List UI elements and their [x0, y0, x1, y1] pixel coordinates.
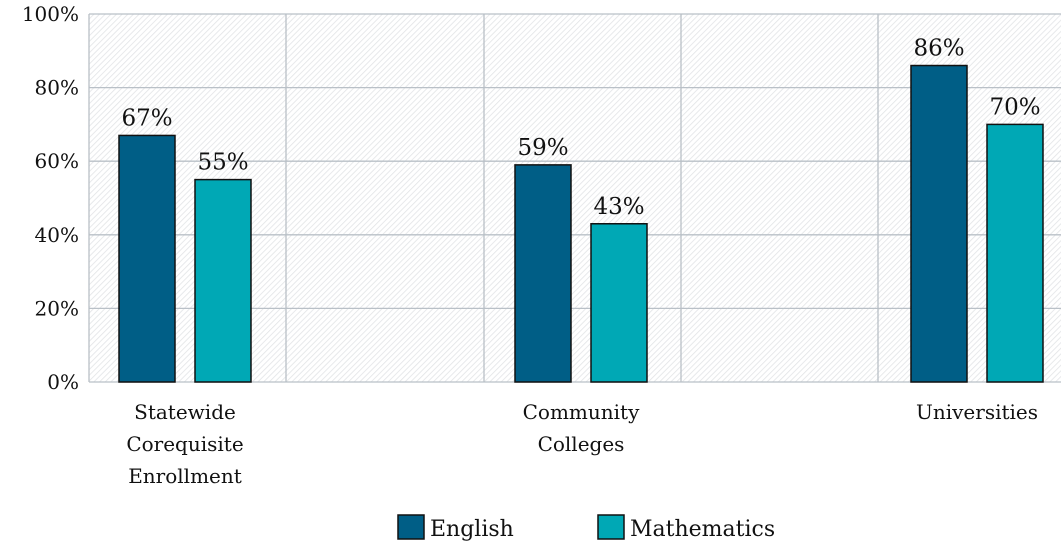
legend: English Mathematics — [397, 514, 775, 542]
category-labels: Statewide Corequisite Enrollment Community C… — [126, 400, 1038, 488]
legend-swatch-mathematics — [597, 514, 625, 540]
y-tick-label: 20% — [35, 296, 79, 320]
bar-english — [118, 134, 176, 383]
bar-english — [910, 64, 968, 383]
bar-english — [514, 164, 572, 383]
data-labels: 67% 55% 59% 43% 86% 70% — [121, 36, 1040, 220]
category-label: Colleges — [538, 432, 625, 456]
legend-label: Mathematics — [630, 517, 775, 542]
legend-label: English — [430, 517, 514, 542]
data-label: 67% — [121, 105, 172, 131]
y-tick-label: 0% — [47, 370, 79, 394]
category-label: Statewide — [134, 400, 236, 424]
bar-mathematics — [194, 178, 252, 383]
category-label: Corequisite — [126, 432, 243, 456]
y-axis-tick-labels: 0% 20% 40% 60% 80% 100% — [22, 2, 79, 394]
data-label: 86% — [913, 36, 964, 62]
y-tick-label: 60% — [35, 149, 79, 173]
data-label: 55% — [197, 150, 248, 176]
bar-mathematics — [590, 223, 648, 383]
y-tick-label: 80% — [35, 76, 79, 100]
y-tick-label: 100% — [22, 2, 79, 26]
category-label: Universities — [916, 400, 1038, 424]
bars — [118, 64, 1044, 383]
bar-mathematics — [986, 123, 1044, 383]
data-label: 59% — [517, 135, 568, 161]
data-label: 43% — [593, 194, 644, 220]
category-label: Enrollment — [128, 464, 242, 488]
data-label: 70% — [989, 94, 1040, 120]
y-tick-label: 40% — [35, 223, 79, 247]
category-label: Community — [523, 400, 640, 424]
legend-swatch-english — [397, 514, 425, 540]
